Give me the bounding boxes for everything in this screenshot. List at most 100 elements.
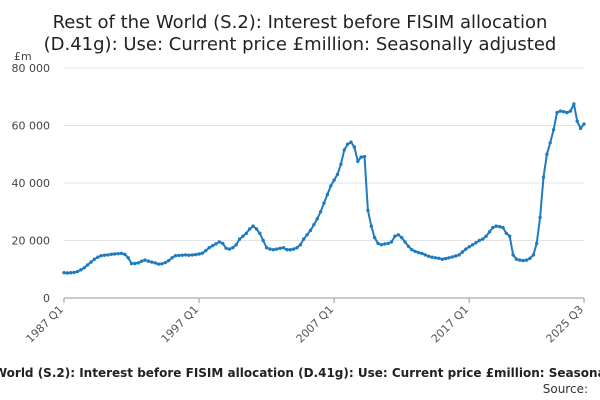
data-point <box>528 256 532 260</box>
data-point <box>406 244 411 248</box>
data-point <box>545 152 549 156</box>
data-point <box>437 256 441 260</box>
data-point <box>572 102 576 106</box>
data-point <box>356 159 360 164</box>
data-point <box>254 227 259 231</box>
data-point <box>312 223 316 227</box>
x-axis: 1987 Q1 1997 Q1 2007 Q1 2017 Q1 2025 Q3 <box>24 298 586 346</box>
data-point <box>565 110 569 115</box>
data-point <box>210 244 215 248</box>
data-point <box>143 258 147 262</box>
data-point <box>288 248 292 252</box>
data-point <box>251 224 255 228</box>
data-point <box>112 252 117 256</box>
data-point <box>430 255 434 259</box>
data-point <box>514 257 519 261</box>
grid-lines <box>64 67 584 299</box>
data-point <box>359 155 363 159</box>
data-point <box>305 233 309 237</box>
data-point <box>329 184 333 188</box>
data-point <box>487 230 492 234</box>
data-point <box>389 240 394 244</box>
data-point <box>551 128 556 132</box>
data-point <box>204 248 208 253</box>
data-point <box>298 243 303 247</box>
data-point <box>133 261 137 266</box>
data-point <box>342 148 346 152</box>
data-point <box>264 246 269 250</box>
data-point <box>177 253 181 258</box>
data-point <box>427 254 431 258</box>
data-point <box>383 242 387 246</box>
data-point <box>126 256 130 260</box>
data-point <box>362 154 367 159</box>
data-point <box>491 225 495 230</box>
data-point <box>332 178 336 182</box>
data-point <box>92 257 97 261</box>
data-point <box>258 231 262 235</box>
data-point <box>281 246 286 250</box>
data-point <box>396 233 400 237</box>
data-point <box>470 243 475 247</box>
data-point <box>123 252 127 256</box>
data-point <box>119 251 124 256</box>
data-point <box>163 260 167 265</box>
chart-footer-title: Rest of the World (S.2): Interest before… <box>0 366 600 380</box>
data-point <box>511 253 515 257</box>
data-point <box>578 126 583 131</box>
y-tick-label: 0 <box>43 292 50 305</box>
data-point <box>183 253 188 257</box>
data-point <box>558 109 563 113</box>
data-point <box>79 268 83 272</box>
data-point <box>524 258 529 262</box>
data-point <box>372 235 377 240</box>
data-point <box>322 201 326 205</box>
data-point <box>416 250 421 255</box>
data-point <box>237 237 242 241</box>
data-point <box>433 256 438 260</box>
data-point <box>291 247 296 251</box>
data-point <box>335 172 340 177</box>
data-point <box>501 225 505 230</box>
data-point <box>153 261 157 265</box>
data-point <box>217 240 221 244</box>
data-point <box>450 255 454 259</box>
data-point <box>349 140 353 144</box>
data-point <box>150 260 154 264</box>
data-point <box>106 253 110 257</box>
data-point <box>156 262 161 266</box>
data-point <box>400 235 404 240</box>
data-point <box>403 240 407 244</box>
data-point <box>85 263 90 267</box>
data-point <box>477 238 481 243</box>
data-point <box>116 252 120 256</box>
x-tick-label: 1987 Q1 <box>24 303 67 346</box>
data-point <box>423 253 427 257</box>
data-point <box>420 251 424 256</box>
data-point <box>443 256 448 261</box>
y-tick-label: 60 000 <box>12 120 51 133</box>
data-point <box>474 241 478 245</box>
data-point <box>467 245 471 249</box>
data-point <box>62 271 66 275</box>
data-point <box>96 255 100 259</box>
data-point <box>234 243 238 247</box>
data-point <box>582 122 586 126</box>
data-point <box>440 257 444 261</box>
data-point <box>535 241 539 246</box>
data-point <box>352 145 357 149</box>
data-point <box>82 266 87 270</box>
data-point <box>271 248 276 252</box>
data-point <box>366 208 370 212</box>
data-point <box>447 256 451 260</box>
data-point <box>160 262 164 266</box>
data-point <box>555 110 559 115</box>
x-tick-label: 1997 Q1 <box>159 303 202 346</box>
data-point <box>231 246 235 250</box>
data-point <box>72 270 76 275</box>
data-point <box>325 192 330 197</box>
data-point <box>504 231 508 235</box>
data-point <box>345 142 350 146</box>
data-point <box>376 241 380 246</box>
